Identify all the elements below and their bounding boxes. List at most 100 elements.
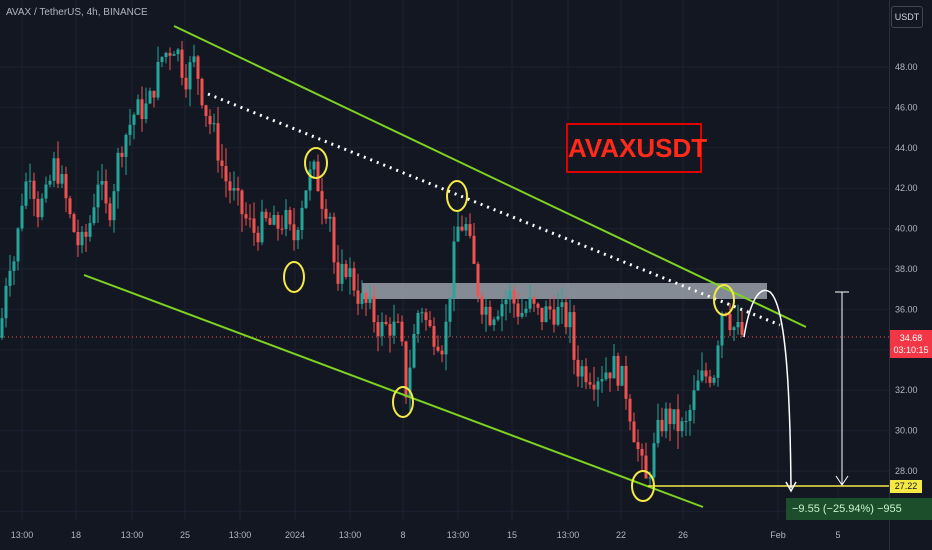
resistance-zone[interactable] [362, 283, 767, 299]
price-tick-label: 36.00 [895, 304, 918, 314]
time-tick-label: 2024 [285, 530, 305, 540]
price-axis[interactable]: 48.0046.0044.0042.0040.0038.0036.0034.00… [895, 62, 918, 516]
candle-body [100, 181, 104, 185]
price-tick-label: 28.00 [895, 466, 918, 476]
candle-body [280, 228, 284, 230]
candle-body [544, 306, 548, 322]
currency-unit-button[interactable]: USDT [891, 6, 923, 28]
candle-body [200, 78, 204, 106]
candle-body [416, 312, 420, 334]
candle-body [580, 366, 584, 377]
candle-body [216, 123, 220, 161]
time-tick-label: 13:00 [339, 530, 362, 540]
candle-body [616, 355, 620, 386]
chart-title: AVAX / TetherUS, 4h, BINANCE [6, 7, 148, 18]
candle-body [240, 190, 244, 215]
candle-body [680, 421, 684, 432]
candle-body [648, 477, 652, 479]
candle-body [196, 56, 200, 79]
circle-low-2 [392, 386, 414, 418]
price-tick-label: 30.00 [895, 426, 918, 436]
candle-body [24, 181, 28, 206]
price-tick-label: 46.00 [895, 102, 918, 112]
candle-body [508, 290, 512, 300]
candle-body [92, 207, 96, 224]
candle-body [520, 312, 524, 317]
candle-body [480, 296, 484, 315]
candle-body [552, 309, 556, 325]
candle-body [344, 263, 348, 277]
price-tick-label: 38.00 [895, 264, 918, 274]
candle-body [560, 302, 564, 307]
time-tick-label: 13:00 [557, 530, 580, 540]
lower-channel-line[interactable] [83, 274, 704, 508]
candle-body [636, 442, 640, 449]
candle-body [340, 263, 344, 284]
candle-body [396, 321, 400, 323]
candle-body [28, 180, 32, 182]
candle-body [128, 124, 132, 135]
candle-body [412, 333, 416, 368]
candle-body [36, 198, 40, 218]
candle-body [452, 241, 456, 298]
candle-body [500, 304, 504, 317]
candle-body [16, 228, 20, 262]
candle-body [60, 174, 64, 184]
candle-body [708, 376, 712, 383]
time-tick-label: 13:00 [447, 530, 470, 540]
candle-body [476, 263, 480, 297]
candle-body [44, 184, 48, 199]
candle-body [40, 198, 44, 218]
candle-body [4, 285, 8, 319]
candle-body [284, 210, 288, 230]
candle-body [488, 306, 492, 326]
candle-body [8, 270, 12, 286]
candle-body [584, 366, 588, 383]
candle-body [360, 293, 364, 304]
candle-body [628, 398, 632, 422]
candle-body [32, 180, 36, 199]
candle-body [296, 229, 300, 241]
dotted-trendline[interactable] [207, 92, 781, 327]
time-axis[interactable]: 13:00 18 13:00 25 13:00 2024 13:00 8 13:00 15 13:0… [11, 530, 841, 540]
candle-body [64, 174, 68, 199]
candle-body [144, 103, 148, 120]
current-price-value: 34.68 [899, 333, 923, 343]
candle-body [568, 312, 572, 328]
circle-high-3 [713, 284, 735, 316]
candle-body [588, 382, 592, 385]
circle-high-2 [446, 180, 468, 212]
candle-body [12, 261, 16, 271]
candle-body [96, 184, 100, 208]
candle-body [556, 306, 560, 325]
candle-body [152, 90, 156, 98]
candle-body [424, 312, 428, 321]
candle-body [264, 211, 268, 219]
candle-body [604, 372, 608, 380]
price-tick-label: 44.00 [895, 143, 918, 153]
candle-body [120, 152, 124, 157]
candle-body [164, 52, 168, 58]
candle-body [112, 191, 116, 221]
candle-body [624, 366, 628, 399]
candle-body [160, 57, 164, 62]
candle-body [80, 231, 84, 246]
candle-body [288, 210, 292, 225]
candle-body [348, 268, 352, 277]
candle-body [104, 181, 108, 204]
candle-body [728, 313, 732, 331]
candle-body [456, 226, 460, 242]
bar-countdown: 03:10:15 [893, 345, 929, 355]
candle-body [516, 303, 520, 317]
candle-body [276, 214, 280, 229]
candle-body [212, 123, 216, 125]
candle-body [492, 319, 496, 326]
circle-low-3 [631, 470, 655, 502]
candle-body [612, 355, 616, 379]
time-tick-label: 13:00 [11, 530, 34, 540]
candle-body [224, 166, 228, 182]
upper-channel-line[interactable] [173, 25, 807, 328]
candle-body [368, 296, 372, 303]
candle-body [48, 180, 52, 185]
